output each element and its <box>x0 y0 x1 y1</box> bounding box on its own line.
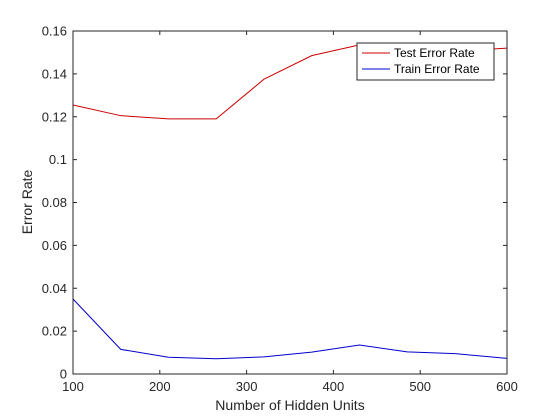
y-axis-title: Error Rate <box>19 170 35 235</box>
legend-label-test: Test Error Rate <box>394 46 475 60</box>
y-tick-label: 0.06 <box>42 238 67 253</box>
x-tick-label: 400 <box>323 379 345 394</box>
tick-layer: 100 200 300 400 500 600 0 0.02 0.04 0.06 0.08 0.1 0.… <box>42 24 518 395</box>
plot-area <box>73 31 507 374</box>
legend-box <box>356 42 495 81</box>
y-tick-label: 0.1 <box>49 152 67 167</box>
x-tick-label: 100 <box>62 379 84 394</box>
y-tick-label: 0.04 <box>42 281 67 296</box>
x-axis-title: Number of Hidden Units <box>215 397 364 413</box>
y-tick-label: 0.16 <box>42 24 67 39</box>
x-tick-label: 500 <box>409 379 431 394</box>
y-tick-label: 0 <box>60 367 67 382</box>
legend: Test Error Rate Train Error Rate <box>356 42 495 81</box>
x-tick-label: 600 <box>496 379 518 394</box>
y-tick-label: 0.14 <box>42 66 67 81</box>
series-line-train-error <box>72 298 508 360</box>
x-tick-label: 200 <box>149 379 171 394</box>
y-tick-label: 0.12 <box>42 109 67 124</box>
y-tick-label: 0.08 <box>42 195 67 210</box>
legend-label-train: Train Error Rate <box>394 62 480 76</box>
x-tick-label: 300 <box>236 379 258 394</box>
y-tick-label: 0.02 <box>42 324 67 339</box>
